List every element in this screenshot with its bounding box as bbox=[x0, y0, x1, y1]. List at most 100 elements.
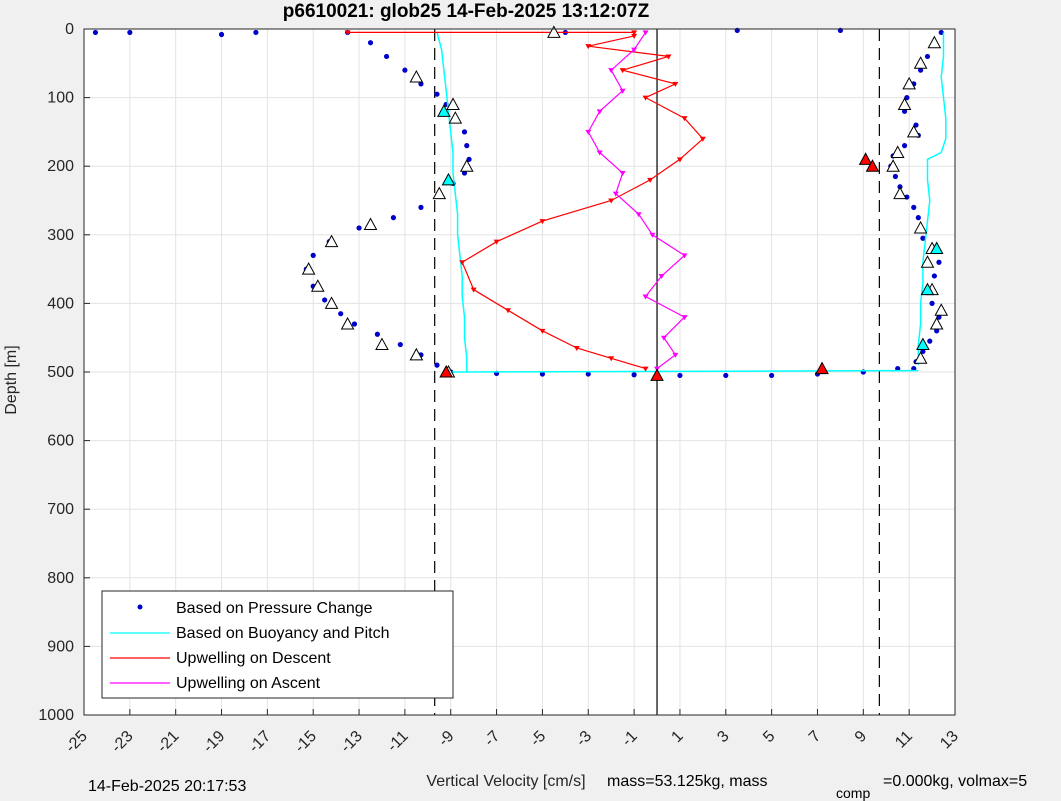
pressure-point bbox=[892, 173, 899, 180]
triangle-marker-red bbox=[865, 159, 880, 172]
y-tick-label: 1000 bbox=[38, 707, 74, 724]
upwelling-marker bbox=[585, 44, 592, 50]
x-tick-label: -9 bbox=[435, 728, 457, 750]
upwelling-marker bbox=[459, 260, 466, 266]
x-tick-label: 7 bbox=[806, 728, 824, 746]
pressure-point bbox=[464, 143, 470, 149]
pressure-point bbox=[127, 29, 133, 36]
triangle-marker-cyan bbox=[916, 337, 930, 351]
pressure-point bbox=[585, 371, 591, 377]
buoyancy-line bbox=[436, 32, 468, 372]
upwelling-marker bbox=[672, 81, 679, 87]
triangle-marker-white bbox=[340, 316, 355, 330]
upwelling-marker bbox=[596, 109, 603, 115]
y-tick-label: 200 bbox=[47, 158, 74, 175]
y-tick-label: 800 bbox=[47, 570, 74, 587]
upwelling-marker bbox=[681, 315, 688, 321]
triangle-marker-cyan bbox=[441, 172, 456, 186]
upwelling-marker bbox=[631, 30, 638, 36]
x-tick-label: 11 bbox=[892, 728, 916, 752]
triangle-marker-cyan bbox=[920, 282, 935, 296]
pressure-point bbox=[466, 156, 472, 162]
triangle-marker-white bbox=[409, 347, 424, 361]
x-tick-label: 1 bbox=[668, 728, 686, 746]
pressure-point bbox=[938, 29, 944, 36]
pressure-point bbox=[390, 215, 397, 221]
triangle-marker-white bbox=[913, 220, 928, 234]
legend-pressure-marker bbox=[137, 604, 143, 610]
upwelling-marker bbox=[642, 366, 649, 372]
triangle-marker-white bbox=[363, 217, 378, 231]
triangle-marker-white bbox=[897, 97, 912, 110]
x-tick-label: -11 bbox=[384, 728, 412, 756]
footer-mass-rest: =0.000kg, volmax=5 bbox=[883, 773, 1027, 790]
y-tick-label: 900 bbox=[47, 638, 74, 655]
upwelling-marker bbox=[631, 33, 638, 39]
triangle-marker-white bbox=[929, 316, 944, 330]
triangle-marker-white bbox=[913, 56, 928, 69]
triangle-marker-white bbox=[890, 145, 905, 158]
pressure-point bbox=[253, 29, 259, 36]
upwelling-line bbox=[587, 32, 686, 370]
upwelling-marker bbox=[493, 239, 500, 245]
pressure-point bbox=[539, 371, 546, 377]
upwelling-marker bbox=[470, 287, 477, 293]
legend-descent-label: Upwelling on Descent bbox=[176, 650, 331, 667]
triangle-marker-cyan bbox=[437, 104, 451, 117]
pressure-point bbox=[374, 331, 380, 337]
x-axis-label: Vertical Velocity [cm/s] bbox=[426, 773, 585, 790]
x-tick-label: 13 bbox=[937, 728, 962, 753]
upwelling-marker bbox=[619, 88, 626, 94]
triangle-marker-white bbox=[375, 337, 389, 351]
x-tick-label: 5 bbox=[760, 728, 778, 746]
pressure-point bbox=[901, 143, 908, 149]
triangle-marker-red bbox=[815, 361, 829, 375]
pressure-point bbox=[677, 372, 683, 379]
series-3 bbox=[585, 30, 688, 372]
upwelling-marker bbox=[660, 335, 667, 341]
pressure-point bbox=[934, 328, 940, 334]
y-tick-labels: 0 100 200 300 400 500 600 700 800 900 1000 bbox=[38, 21, 74, 724]
triangle-marker-white bbox=[906, 124, 921, 138]
y-axis-label: Depth [m] bbox=[3, 345, 20, 414]
triangle-marker-red bbox=[858, 152, 873, 165]
triangle-marker-white bbox=[324, 296, 339, 309]
upwelling-marker bbox=[672, 352, 679, 358]
pressure-point bbox=[924, 53, 931, 60]
chart-title: p6610021: glob25 14-Feb-2025 13:12:07Z bbox=[283, 1, 650, 22]
legend-ascent-label: Upwelling on Ascent bbox=[176, 675, 321, 692]
y-tick-label: 100 bbox=[47, 90, 74, 107]
plot-frame bbox=[83, 28, 956, 716]
x-tick-labels: -25 -23 -21 -19 -17 -15 -13 -11 -9 -7 -5 -3 -1 1 3 5 7 9 1… bbox=[62, 728, 961, 756]
upwelling-marker bbox=[631, 47, 638, 53]
upwelling-marker bbox=[608, 68, 615, 74]
pressure-point bbox=[913, 122, 919, 128]
triangle-marker-white bbox=[927, 35, 942, 49]
pressure-point bbox=[461, 170, 468, 176]
pressure-point bbox=[418, 81, 424, 87]
pressure-point bbox=[92, 29, 99, 36]
pressure-point bbox=[434, 91, 440, 97]
upwelling-marker bbox=[573, 345, 580, 351]
footer-mass: mass=53.125kg, mass bbox=[607, 773, 768, 790]
upwelling-marker bbox=[665, 54, 672, 60]
upwelling-marker bbox=[635, 212, 642, 218]
x-tick-label: -1 bbox=[619, 728, 641, 750]
triangle-marker-white bbox=[934, 303, 949, 316]
x-tick-label: -19 bbox=[200, 728, 228, 756]
triangle-marker-white bbox=[310, 279, 325, 292]
upwelling-marker bbox=[681, 253, 688, 259]
pressure-point bbox=[402, 67, 408, 73]
upwelling-marker bbox=[608, 198, 615, 204]
y-tick-label: 700 bbox=[47, 501, 74, 518]
x-tick-label: 3 bbox=[714, 728, 732, 746]
pressure-point bbox=[723, 372, 729, 379]
pressure-point bbox=[931, 273, 937, 279]
footer-date: 14-Feb-2025 20:17:53 bbox=[88, 778, 246, 795]
y-tick-label: 300 bbox=[47, 227, 74, 244]
y-tick-label: 0 bbox=[65, 21, 74, 38]
upwelling-marker bbox=[585, 129, 592, 135]
x-tick-label: -7 bbox=[481, 728, 503, 750]
y-tick-label: 600 bbox=[47, 433, 74, 450]
upwelling-marker bbox=[344, 30, 351, 36]
